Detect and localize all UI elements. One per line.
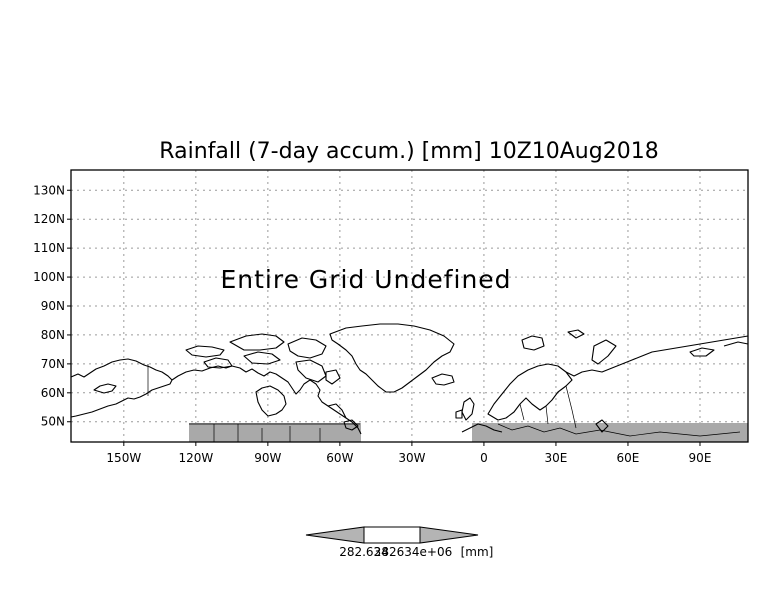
lon-tick-label: 0 xyxy=(480,451,488,465)
coastline-arctic-island-1 xyxy=(185,345,225,358)
graticule xyxy=(71,170,748,442)
lon-tick-label: 120W xyxy=(178,451,213,465)
coastline-iceland xyxy=(431,373,455,386)
map-plot-area xyxy=(70,169,749,443)
masked-regions xyxy=(189,423,748,442)
lat-tick-label: 120N xyxy=(33,212,65,226)
lon-tick-label: 30W xyxy=(398,451,425,465)
masked-band-north-america xyxy=(189,423,361,442)
colorbar-label-value: 282.634 xyxy=(339,545,389,559)
coastline-arctic-island-6 xyxy=(325,369,341,385)
chart-title: Rainfall (7-day accum.) [mm] 10Z10Aug201… xyxy=(159,139,658,164)
coastline-europe-south xyxy=(461,423,503,433)
coastline-caspian xyxy=(595,419,609,433)
colorbar-label-value-2: 282634e+06 xyxy=(374,545,453,559)
border-eurasia xyxy=(497,423,741,437)
lon-tick-label: 90W xyxy=(254,451,281,465)
coastline-taymyr xyxy=(689,347,715,357)
coastline-severnaya-zemlya xyxy=(723,341,749,347)
colorbar-unit-label: [mm] xyxy=(461,545,494,559)
coastline-novaya-zemlya xyxy=(591,339,617,365)
coastlines xyxy=(70,323,749,435)
lat-tick-label: 90N xyxy=(41,299,65,313)
coastline-labrador xyxy=(327,403,347,419)
lat-tick-label: 130N xyxy=(33,183,65,197)
undefined-grid-message: Entire Grid Undefined xyxy=(220,265,511,294)
coastline-newfoundland xyxy=(343,419,359,431)
colorbar-left-arrow xyxy=(305,526,365,544)
coastline-arctic-island-2 xyxy=(229,333,285,351)
coastline-greenland xyxy=(329,323,455,393)
coastline-alaska xyxy=(70,358,173,418)
lat-tick-label: 80N xyxy=(41,328,65,342)
colorbar-center-box xyxy=(363,526,421,544)
axis-tick-marks xyxy=(67,189,701,446)
coastline-russia-arctic xyxy=(565,335,749,377)
coastline-hudson-bay xyxy=(255,385,287,417)
coastline-svalbard xyxy=(521,335,545,351)
colorbar: 282.634 282634e+06 [mm] xyxy=(305,526,494,559)
lon-tick-label: 90E xyxy=(689,451,712,465)
lat-tick-label: 50N xyxy=(41,415,65,429)
lat-tick-label: 70N xyxy=(41,357,65,371)
longitude-tick-labels: 150W 120W 90W 60W 30W 0 30E 60E 90E xyxy=(106,451,711,465)
lon-tick-label: 150W xyxy=(106,451,141,465)
border-us-states xyxy=(213,424,321,442)
lat-tick-label: 110N xyxy=(33,241,65,255)
coastline-franz-josef-land xyxy=(567,329,585,339)
lon-tick-label: 60E xyxy=(617,451,640,465)
latitude-tick-labels: 130N 120N 110N 100N 90N 80N 70N 60N 50N xyxy=(33,183,65,428)
coastline-alaska-inlet xyxy=(93,383,117,394)
coastline-arctic-island-4 xyxy=(243,351,281,365)
coastline-baffin-island xyxy=(295,359,327,383)
map-background xyxy=(71,170,748,442)
lon-tick-label: 60W xyxy=(326,451,353,465)
coastline-arctic-island-5 xyxy=(287,337,327,359)
lat-tick-label: 60N xyxy=(41,386,65,400)
lat-tick-label: 100N xyxy=(33,270,65,284)
masked-band-eurasia xyxy=(472,423,748,442)
colorbar-right-arrow xyxy=(419,526,479,544)
political-borders xyxy=(147,364,741,442)
coastline-arctic-island-3 xyxy=(203,357,233,369)
coastline-ireland xyxy=(455,409,463,419)
border-europe xyxy=(519,385,577,429)
lon-tick-label: 30E xyxy=(545,451,568,465)
